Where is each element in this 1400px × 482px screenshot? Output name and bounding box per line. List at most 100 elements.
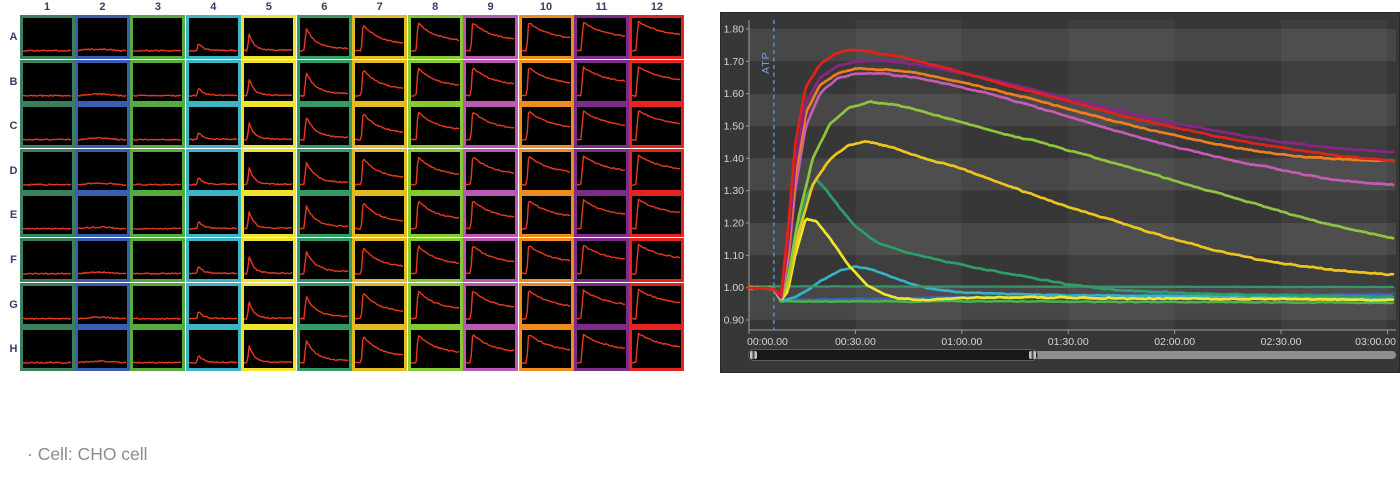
well-C9[interactable] [463,104,519,149]
well-A12[interactable] [629,15,685,59]
well-D4[interactable] [185,148,241,193]
well-H4[interactable] [185,327,241,372]
well-G12[interactable] [629,282,685,327]
well-G8[interactable] [407,282,463,327]
well-D5[interactable] [241,148,297,193]
well-B5[interactable] [241,59,297,104]
well-B11[interactable] [574,59,629,104]
well-D9[interactable] [463,148,519,193]
well-B1[interactable] [19,59,75,104]
well-F4[interactable] [185,238,241,282]
well-F7[interactable] [352,238,408,282]
well-H1[interactable] [19,327,75,372]
time-scrollbar[interactable] [748,349,1396,361]
well-F8[interactable] [407,238,463,282]
well-B2[interactable] [74,59,130,104]
well-B12[interactable] [629,59,685,104]
well-B3[interactable] [130,59,186,104]
well-B10[interactable] [518,59,574,104]
well-C1[interactable] [19,104,75,149]
well-A10[interactable] [518,15,574,59]
well-C12[interactable] [629,104,685,149]
well-G2[interactable] [74,282,130,327]
well-C3[interactable] [130,104,186,149]
well-G1[interactable] [19,282,75,327]
well-H9[interactable] [463,327,519,372]
well-F11[interactable] [574,238,629,282]
well-C10[interactable] [518,104,574,149]
scrollbar-handle-left[interactable] [750,351,757,359]
well-H6[interactable] [296,327,352,372]
well-H8[interactable] [407,327,463,372]
well-H2[interactable] [74,327,130,372]
well-F9[interactable] [463,238,519,282]
well-C2[interactable] [74,104,130,149]
well-G9[interactable] [463,282,519,327]
well-H3[interactable] [130,327,186,372]
well-B8[interactable] [407,59,463,104]
well-F2[interactable] [74,238,130,282]
well-C11[interactable] [574,104,629,149]
well-A7[interactable] [352,15,408,59]
well-G4[interactable] [185,282,241,327]
well-D7[interactable] [352,148,408,193]
well-E2[interactable] [74,193,130,238]
well-E1[interactable] [19,193,75,238]
well-A8[interactable] [407,15,463,59]
well-E7[interactable] [352,193,408,238]
well-A9[interactable] [463,15,519,59]
well-D2[interactable] [74,148,130,193]
well-D11[interactable] [574,148,629,193]
time-scrollbar-window[interactable] [748,349,1038,361]
well-A1[interactable] [19,15,75,59]
well-C4[interactable] [185,104,241,149]
well-H11[interactable] [574,327,629,372]
well-G5[interactable] [241,282,297,327]
well-E8[interactable] [407,193,463,238]
well-A6[interactable] [296,15,352,59]
well-E10[interactable] [518,193,574,238]
well-B4[interactable] [185,59,241,104]
well-B7[interactable] [352,59,408,104]
well-A5[interactable] [241,15,297,59]
well-E5[interactable] [241,193,297,238]
well-D12[interactable] [629,148,685,193]
well-H7[interactable] [352,327,408,372]
well-C8[interactable] [407,104,463,149]
well-E11[interactable] [574,193,629,238]
well-F10[interactable] [518,238,574,282]
well-G10[interactable] [518,282,574,327]
well-A2[interactable] [74,15,130,59]
well-A11[interactable] [574,15,629,59]
well-H5[interactable] [241,327,297,372]
well-E12[interactable] [629,193,685,238]
well-G3[interactable] [130,282,186,327]
well-F12[interactable] [629,238,685,282]
well-B9[interactable] [463,59,519,104]
well-G11[interactable] [574,282,629,327]
well-H10[interactable] [518,327,574,372]
well-D10[interactable] [518,148,574,193]
well-D8[interactable] [407,148,463,193]
well-A3[interactable] [130,15,186,59]
well-E6[interactable] [296,193,352,238]
well-C7[interactable] [352,104,408,149]
well-C5[interactable] [241,104,297,149]
well-F6[interactable] [296,238,352,282]
well-C6[interactable] [296,104,352,149]
well-D1[interactable] [19,148,75,193]
scrollbar-handle-right[interactable] [1028,351,1036,359]
well-F1[interactable] [19,238,75,282]
well-F5[interactable] [241,238,297,282]
well-E3[interactable] [130,193,186,238]
well-G6[interactable] [296,282,352,327]
well-D3[interactable] [130,148,186,193]
well-H12[interactable] [629,327,685,372]
well-D6[interactable] [296,148,352,193]
well-F3[interactable] [130,238,186,282]
well-E9[interactable] [463,193,519,238]
well-A4[interactable] [185,15,241,59]
well-B6[interactable] [296,59,352,104]
well-E4[interactable] [185,193,241,238]
well-G7[interactable] [352,282,408,327]
